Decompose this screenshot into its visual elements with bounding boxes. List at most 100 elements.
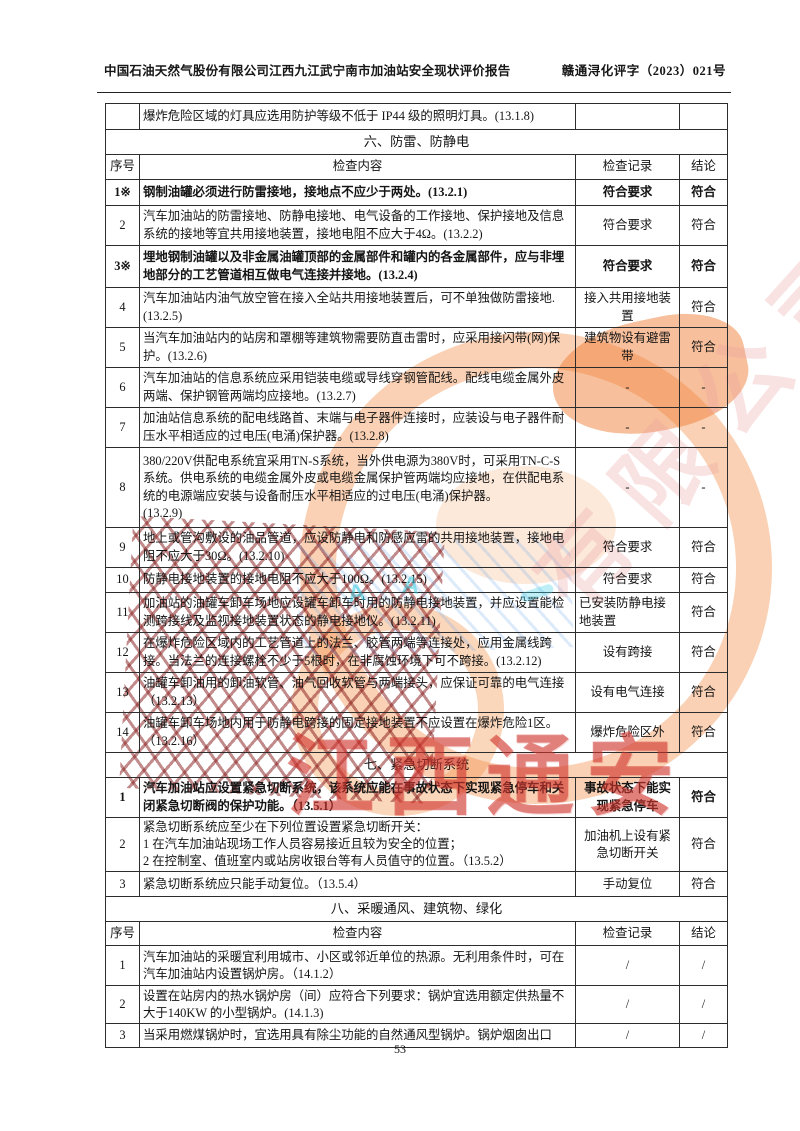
- no-cell: [105, 103, 140, 130]
- page-number: 53: [394, 1042, 406, 1056]
- content-cell: 加油站的油罐车卸车场地应设罐车卸车时用的防静电接地装置，并应设置能检测跨接线及监…: [139, 592, 576, 633]
- conclusion-cell: 符合: [679, 327, 728, 368]
- conclusion-cell: 符合: [679, 179, 728, 206]
- no-cell: 13: [105, 672, 140, 713]
- record-cell: 建筑物设有避雷带: [575, 327, 680, 368]
- column-header: 检查内容: [139, 154, 576, 180]
- conclusion-cell: /: [679, 1023, 728, 1049]
- section-row: 八、采暖通风、建筑物、绿化: [105, 896, 728, 923]
- header-divider: [97, 92, 731, 93]
- content-cell: 380/220V供配电系统宜采用TN-S系统，当外供电源为380V时，可采用TN…: [139, 447, 576, 528]
- no-cell: 1※: [105, 179, 140, 206]
- content-cell: 汽车加油站的信息系统应采用铠装电缆或导线穿钢管配线。配线电缆金属外皮两端、保护钢…: [139, 367, 576, 408]
- table-row: 1※ 钢制油罐必须进行防雷接地，接地点不应少于两处。(13.2.1) 符合要求 符合: [105, 179, 728, 206]
- table-row: 1 汽车加油站应设置紧急切断系统，该系统应能在事故状态下实现紧急停车和关闭紧急切断…: [105, 777, 728, 818]
- no-cell: 4: [105, 287, 140, 328]
- record-cell: 符合要求: [575, 179, 680, 206]
- column-header: 检查记录: [575, 921, 680, 947]
- conclusion-cell: 符合: [679, 632, 728, 673]
- content-cell: 防静电接地装置的接地电阻不应大于100Ω。(13.2.15): [139, 567, 576, 593]
- no-cell: 7: [105, 407, 140, 448]
- no-cell: 10: [105, 567, 140, 593]
- table-row: 7 加油站信息系统的配电线路首、末端与电子器件连接时，应装设与电子器件耐压水平相适…: [105, 407, 728, 448]
- conclusion-cell: -: [679, 407, 728, 448]
- conclusion-cell: 符合: [679, 567, 728, 593]
- table-row: 6 汽车加油站的信息系统应采用铠装电缆或导线穿钢管配线。配线电缆金属外皮两端、保护…: [105, 367, 728, 408]
- record-cell: /: [575, 1023, 680, 1049]
- content-cell: 当汽车加油站内的站房和罩棚等建筑物需要防直击雷时，应采用接闪带(网)保护。(13…: [139, 327, 576, 368]
- no-cell: 8: [105, 447, 140, 528]
- report-title: 中国石油天然气股份有限公司江西九江武宁南市加油站安全现状评价报告: [104, 64, 511, 78]
- content-cell: 汽车加油站应设置紧急切断系统，该系统应能在事故状态下实现紧急停车和关闭紧急切断阀…: [139, 777, 576, 818]
- no-cell: 2: [105, 816, 140, 873]
- column-header: 检查内容: [139, 921, 576, 947]
- record-cell: /: [575, 945, 680, 987]
- table-row: 3※ 埋地钢制油罐以及非金属油罐顶部的金属部件和罐内的各金属部件，应与非埋地部分的…: [105, 245, 728, 288]
- content-cell: 钢制油罐必须进行防雷接地，接地点不应少于两处。(13.2.1): [139, 179, 576, 206]
- conclusion-cell: 符合: [679, 871, 728, 898]
- document-number: 赣通浔化评字（2023）021号: [561, 64, 726, 78]
- column-header-row: 序号 检查内容 检查记录 结论: [105, 154, 728, 180]
- no-cell: 11: [105, 592, 140, 633]
- content-cell: 汽车加油站的采暖宜利用城市、小区或邻近单位的热源。无利用条件时，可在汽车加油站内…: [139, 945, 576, 987]
- content-cell: 紧急切断系统应至少在下列位置设置紧急切断开关： 1 在汽车加油站现场工作人员容易…: [139, 816, 576, 873]
- content-cell: 当采用燃煤锅炉时，宜选用具有除尘功能的自然通风型锅炉。锅炉烟囱出口: [139, 1023, 576, 1049]
- conclusion-cell: 符合: [679, 712, 728, 753]
- conclusion-cell: /: [679, 985, 728, 1025]
- table-row: 9 地上或管沟敷设的油品管道，应设防静电和防感应雷的共用接地装置，接地电阻不应大于…: [105, 527, 728, 568]
- content-cell: 汽车加油站内油气放空管在接入全站共用接地装置后，可不单独做防雷接地.(13.2.…: [139, 287, 576, 328]
- record-cell: 符合要求: [575, 567, 680, 593]
- table-row: 14 油罐车卸车场地内用于防静电跨接的固定接地装置不应设置在爆炸危险1区。（13.…: [105, 712, 728, 753]
- content-cell: 设置在站房内的热水锅炉房（间）应符合下列要求：锅炉宜选用额定供热量不大于140K…: [139, 985, 576, 1025]
- record-cell: 设有电气连接: [575, 672, 680, 713]
- table-row: 12 在爆炸危险区域内的工艺管道上的法兰、胶管两端等连接处，应用金属线跨接。当法兰…: [105, 632, 728, 673]
- table-row: 3 当采用燃煤锅炉时，宜选用具有除尘功能的自然通风型锅炉。锅炉烟囱出口 / /: [105, 1023, 728, 1049]
- column-header-row: 序号 检查内容 检查记录 结论: [105, 921, 728, 947]
- table-row: 4 汽车加油站内油气放空管在接入全站共用接地装置后，可不单独做防雷接地.(13.2…: [105, 287, 728, 328]
- table-row: 10 防静电接地装置的接地电阻不应大于100Ω。(13.2.15) 符合要求 符合: [105, 567, 728, 593]
- table-row: 8 380/220V供配电系统宜采用TN-S系统，当外供电源为380V时，可采用T…: [105, 447, 728, 528]
- column-header: 序号: [105, 154, 140, 180]
- no-cell: 12: [105, 632, 140, 673]
- content-cell: 地上或管沟敷设的油品管道，应设防静电和防感应雷的共用接地装置，接地电阻不应大于3…: [139, 527, 576, 568]
- inspection-table: 爆炸危险区域的灯具应选用防护等级不低于 IP44 级的照明灯具。(13.1.8)…: [105, 103, 728, 1049]
- content-cell: 汽车加油站的防雷接地、防静电接地、电气设备的工作接地、保护接地及信息系统的接地等…: [139, 205, 576, 246]
- section-title: 八、采暖通风、建筑物、绿化: [105, 896, 728, 923]
- no-cell: 1: [105, 777, 140, 818]
- section-row: 六、防雷、防静电: [105, 129, 728, 155]
- conclusion-cell: 符合: [679, 672, 728, 713]
- no-cell: 9: [105, 527, 140, 568]
- column-header: 结论: [679, 921, 728, 947]
- no-cell: 2: [105, 205, 140, 246]
- record-cell: 手动复位: [575, 871, 680, 898]
- inspection-table-body: 爆炸危险区域的灯具应选用防护等级不低于 IP44 级的照明灯具。(13.1.8)…: [105, 103, 728, 1049]
- content-cell: 油罐车卸油用的卸油软管、油气回收软管与两端接头，应保证可靠的电气连接（13.2.…: [139, 672, 576, 713]
- column-header: 结论: [679, 154, 728, 180]
- conclusion-cell: /: [679, 945, 728, 987]
- conclusion-cell: 符合: [679, 592, 728, 633]
- content-cell: 紧急切断系统应只能手动复位。（13.5.4）: [139, 871, 576, 898]
- content-cell: 在爆炸危险区域内的工艺管道上的法兰、胶管两端等连接处，应用金属线跨接。当法兰的连…: [139, 632, 576, 673]
- content-cell: 爆炸危险区域的灯具应选用防护等级不低于 IP44 级的照明灯具。(13.1.8): [139, 103, 576, 130]
- table-row: 5 当汽车加油站内的站房和罩棚等建筑物需要防直击雷时，应采用接闪带(网)保护。(1…: [105, 327, 728, 368]
- no-cell: 14: [105, 712, 140, 753]
- content-cell: 油罐车卸车场地内用于防静电跨接的固定接地装置不应设置在爆炸危险1区。（13.2.…: [139, 712, 576, 753]
- record-cell: /: [575, 985, 680, 1025]
- no-cell: 5: [105, 327, 140, 368]
- record-cell: 事故状态下能实现紧急停车: [575, 777, 680, 818]
- column-header: 序号: [105, 921, 140, 947]
- table-row: 爆炸危险区域的灯具应选用防护等级不低于 IP44 级的照明灯具。(13.1.8): [105, 103, 728, 130]
- section-title: 六、防雷、防静电: [105, 129, 728, 155]
- conclusion-cell: -: [679, 367, 728, 408]
- record-cell: [575, 103, 680, 130]
- record-cell: -: [575, 447, 680, 528]
- table-row: 1 汽车加油站的采暖宜利用城市、小区或邻近单位的热源。无利用条件时，可在汽车加油站…: [105, 945, 728, 987]
- record-cell: 爆炸危险区外: [575, 712, 680, 753]
- no-cell: 2: [105, 985, 140, 1025]
- no-cell: 3: [105, 1023, 140, 1049]
- record-cell: 已安装防静电接地装置: [575, 592, 680, 633]
- record-cell: 符合要求: [575, 245, 680, 288]
- table-row: 2 设置在站房内的热水锅炉房（间）应符合下列要求：锅炉宜选用额定供热量不大于140…: [105, 985, 728, 1025]
- conclusion-cell: 符合: [679, 205, 728, 246]
- table-row: 2 紧急切断系统应至少在下列位置设置紧急切断开关： 1 在汽车加油站现场工作人员容…: [105, 816, 728, 873]
